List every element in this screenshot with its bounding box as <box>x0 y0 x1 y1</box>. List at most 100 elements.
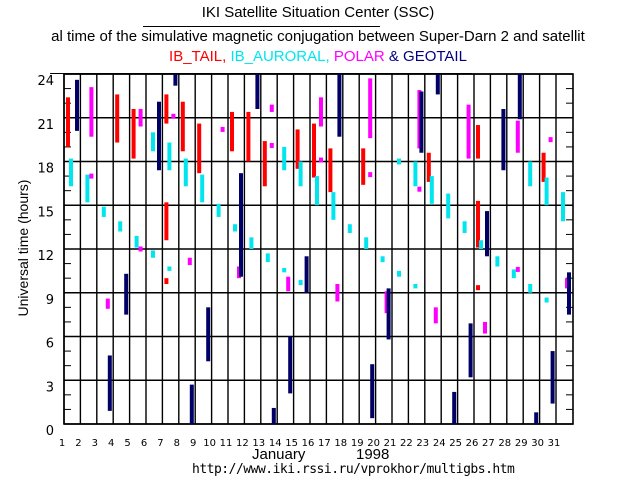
bar-polar <box>433 307 438 324</box>
x-tick-label: 14 <box>269 438 282 449</box>
x-tick-label: 5 <box>124 438 130 449</box>
bar-ib-tail <box>180 101 185 152</box>
x-tick-label: 22 <box>400 438 413 449</box>
y-tick-label: 0 <box>46 424 54 439</box>
x-tick-label: 8 <box>174 438 180 449</box>
bar-geotail <box>288 336 293 394</box>
bar-ib-auroral <box>315 176 319 206</box>
bar-geotail <box>206 307 211 362</box>
x-tick-label: 18 <box>334 438 347 449</box>
x-tick-label: 20 <box>367 438 380 449</box>
bar-ib-auroral <box>249 237 254 249</box>
bar-geotail <box>517 74 522 120</box>
x-tick-label: 29 <box>515 438 528 449</box>
bar-ib-auroral <box>282 267 287 273</box>
bar-ib-auroral <box>429 176 434 204</box>
x-tick-label: 13 <box>252 438 265 449</box>
bar-ib-auroral <box>446 193 451 219</box>
x-tick-label: 28 <box>498 438 511 449</box>
bar-ib-auroral <box>413 284 418 289</box>
x-tick-label: 6 <box>141 438 147 449</box>
bar-polar <box>368 78 373 139</box>
bar-geotail <box>239 173 243 277</box>
y-tick-label: 12 <box>37 249 54 264</box>
plot-frame <box>63 73 574 425</box>
y-tick-label: 21 <box>37 118 54 133</box>
bar-geotail <box>567 272 571 315</box>
source-url: http://www.iki.rssi.ru/vprokhor/multigbs… <box>192 462 515 477</box>
bar-ib-auroral <box>397 270 401 277</box>
bar-ib-auroral <box>200 174 205 203</box>
bar-geotail <box>485 211 489 257</box>
bar-ib-auroral <box>561 192 565 222</box>
bar-ib-auroral <box>298 161 303 187</box>
y-tick-label: 15 <box>37 205 54 220</box>
legend-polar: POLAR <box>329 48 385 65</box>
bar-ib-auroral <box>167 142 172 171</box>
x-tick-label: 4 <box>108 438 114 449</box>
bar-ib-tail <box>115 94 120 143</box>
bar-ib-auroral <box>331 192 336 220</box>
x-tick-label: 12 <box>236 438 249 449</box>
bar-ib-auroral <box>233 224 237 232</box>
bar-geotail <box>304 256 309 293</box>
bar-ib-auroral <box>151 250 155 258</box>
x-tick-label: 24 <box>433 438 446 449</box>
bar-ib-auroral <box>118 221 123 232</box>
bar-geotail <box>157 101 161 171</box>
bar-geotail <box>386 288 391 340</box>
bar-ib-auroral <box>528 161 533 187</box>
bar-geotail <box>534 412 539 424</box>
bar-geotail <box>124 273 129 315</box>
bar-ib-tail <box>295 129 300 169</box>
x-tick-label: 15 <box>285 438 298 449</box>
x-tick-label: 10 <box>203 438 216 449</box>
bar-geotail <box>255 74 260 109</box>
bar-ib-auroral <box>511 269 516 279</box>
y-tick-label: 18 <box>37 162 54 177</box>
legend: IB_TAIL, IB_AURORAL, POLAR & GEOTAIL <box>0 48 636 65</box>
x-tick-label: 3 <box>92 438 98 449</box>
bar-polar <box>319 97 323 127</box>
legend-ib-auroral: IB_AURORAL, <box>226 48 330 65</box>
bar-geotail <box>271 407 276 424</box>
x-tick-label: 1 <box>59 438 65 449</box>
x-tick-label: 2 <box>75 438 81 449</box>
bar-ib-auroral <box>69 158 73 187</box>
y-tick-label: 6 <box>46 337 54 352</box>
bar-ib-auroral <box>528 284 533 293</box>
bar-geotail <box>173 74 178 86</box>
bar-ib-tail <box>361 148 366 185</box>
legend-ampersand: & <box>384 48 399 65</box>
bar-ib-auroral <box>397 158 401 165</box>
y-tick-label: 3 <box>46 380 54 395</box>
x-tick-label: 19 <box>351 438 364 449</box>
bar-ib-tail <box>312 123 316 178</box>
x-tick-label: 7 <box>157 438 163 449</box>
bar-ib-tail <box>476 285 480 291</box>
bar-polar <box>89 87 94 137</box>
bar-ib-tail <box>164 94 169 124</box>
bar-ib-tail <box>230 111 234 152</box>
bar-geotail <box>452 391 457 424</box>
bar-ib-tail <box>328 148 333 193</box>
title-underline <box>143 26 380 27</box>
bar-geotail <box>107 355 112 411</box>
bar-polar <box>368 172 373 178</box>
bar-ib-auroral <box>298 280 303 286</box>
bar-ib-tail <box>131 109 136 159</box>
bar-ib-tail <box>197 123 202 174</box>
bar-ib-auroral <box>85 174 90 203</box>
bar-geotail <box>370 364 375 419</box>
x-tick-label: 30 <box>531 438 544 449</box>
x-tick-label: 23 <box>416 438 429 449</box>
x-tick-label: 17 <box>318 438 331 449</box>
bar-ib-auroral <box>216 203 221 217</box>
bar-ib-tail <box>164 278 169 284</box>
bar-polar <box>548 137 553 143</box>
x-tick-label: 11 <box>220 438 233 449</box>
bar-ib-tail <box>164 202 169 241</box>
bar-ib-tail <box>246 111 251 162</box>
bar-ib-auroral <box>479 240 483 249</box>
